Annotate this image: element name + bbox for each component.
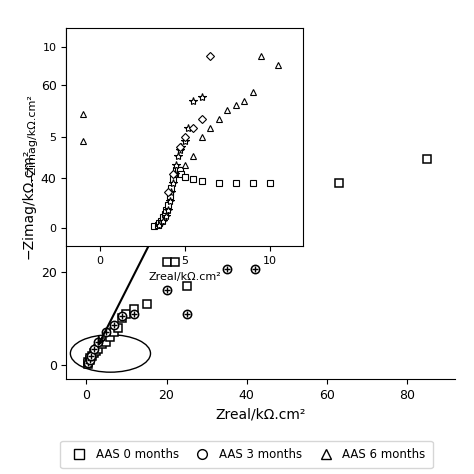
AAS 0 months xyxy=(111,329,117,335)
AAS 0 months xyxy=(196,227,201,232)
AAS 0 months xyxy=(87,358,92,364)
AAS 0 months xyxy=(119,316,125,321)
AAS 0 months xyxy=(424,156,430,162)
AAS 0 months xyxy=(264,156,270,162)
Legend: AAS 0 months, AAS 3 months, AAS 6 months: AAS 0 months, AAS 3 months, AAS 6 months xyxy=(60,441,433,468)
Y-axis label: −Zimag/kΩ.cm²: −Zimag/kΩ.cm² xyxy=(27,93,37,182)
AAS 0 months xyxy=(144,301,149,307)
AAS 0 months xyxy=(132,306,137,312)
Line: AAS 6 months: AAS 6 months xyxy=(84,57,97,136)
AAS 0 months xyxy=(116,325,121,330)
AAS 0 months xyxy=(184,283,190,289)
AAS 0 months xyxy=(88,356,93,361)
AAS 0 months xyxy=(124,311,129,317)
AAS 0 months xyxy=(104,339,109,345)
AAS 0 months xyxy=(100,341,105,347)
AAS 6 months xyxy=(90,128,95,134)
AAS 0 months xyxy=(108,334,113,340)
AAS 0 months xyxy=(172,259,177,265)
AAS 6 months xyxy=(85,58,91,64)
AAS 0 months xyxy=(93,348,99,354)
Line: AAS 0 months: AAS 0 months xyxy=(83,155,431,368)
X-axis label: Zreal/kΩ.cm²: Zreal/kΩ.cm² xyxy=(216,408,306,421)
AAS 0 months xyxy=(164,259,169,265)
AAS 0 months xyxy=(90,353,95,359)
AAS 0 months xyxy=(91,351,97,356)
AAS 0 months xyxy=(204,227,210,232)
AAS 0 months xyxy=(85,359,91,365)
Y-axis label: −Zimag/kΩ.cm²: −Zimag/kΩ.cm² xyxy=(21,149,35,259)
AAS 0 months xyxy=(336,180,342,186)
AAS 0 months xyxy=(96,346,101,352)
X-axis label: Zreal/kΩ.cm²: Zreal/kΩ.cm² xyxy=(148,272,221,282)
AAS 0 months xyxy=(85,361,91,366)
